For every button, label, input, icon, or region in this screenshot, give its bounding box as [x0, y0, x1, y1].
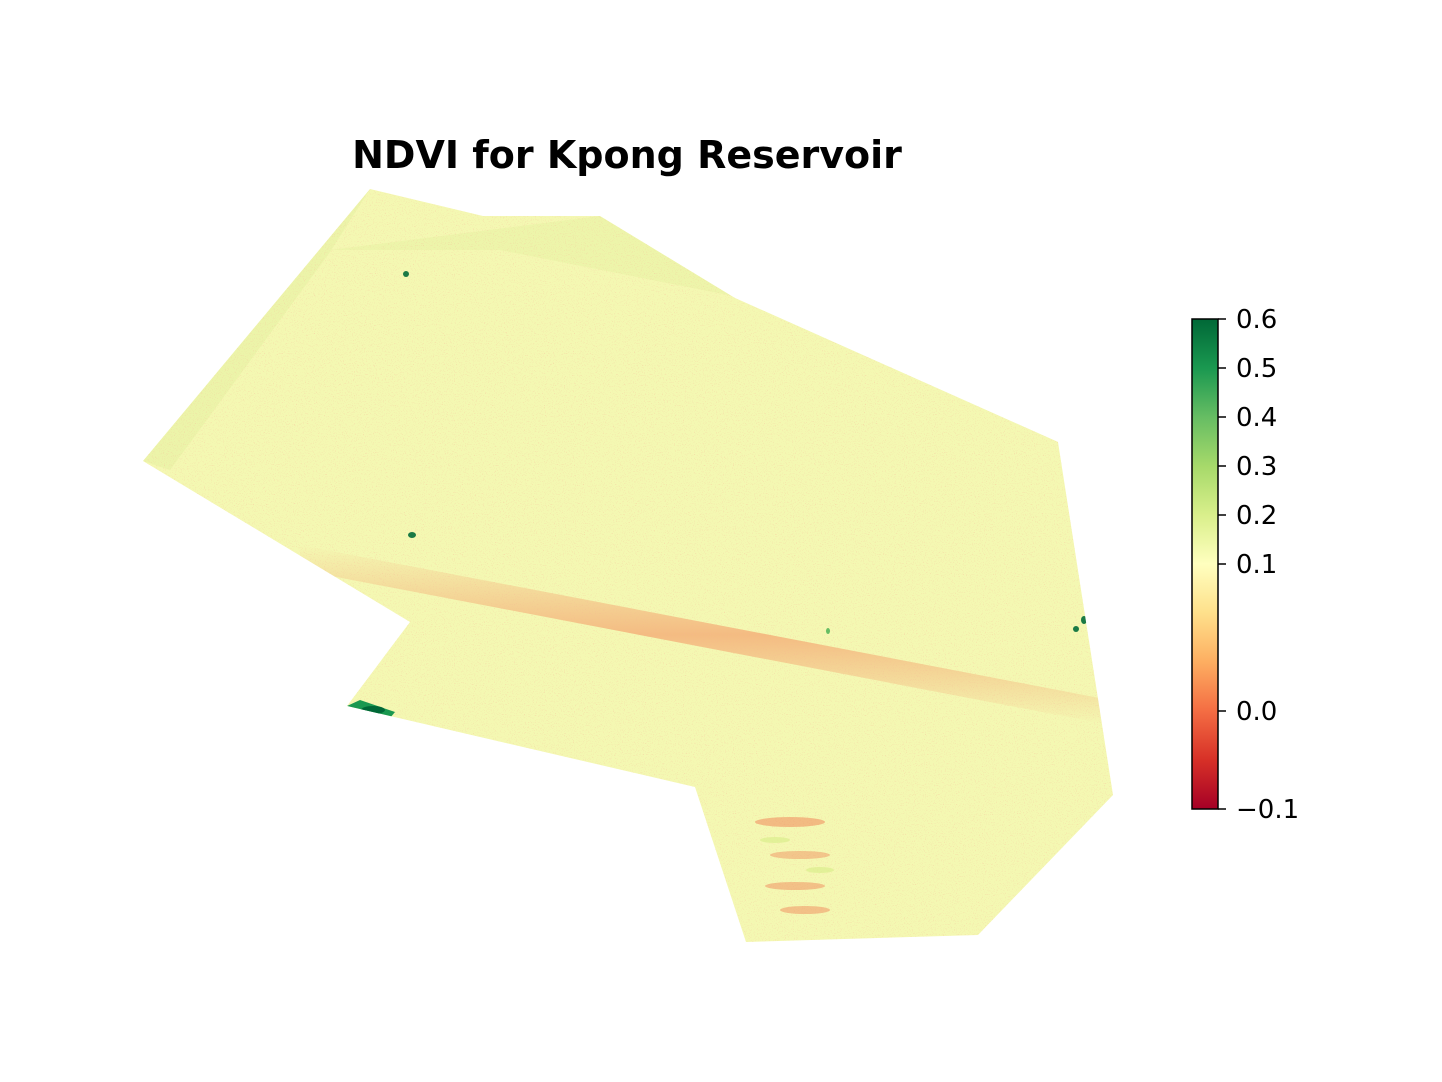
- colorbar-tick-label: 0.0: [1236, 697, 1277, 727]
- raster-green-dot-3: [1073, 626, 1079, 632]
- raster-green-dot-1: [403, 271, 409, 277]
- colorbar-tick-label: 0.3: [1236, 452, 1277, 482]
- colorbar-tick-label: 0.5: [1236, 354, 1277, 384]
- raster-green-dot-5: [826, 628, 830, 634]
- chart-title: NDVI for Kpong Reservoir: [352, 133, 902, 177]
- colorbar-tick-label: −0.1: [1236, 795, 1299, 825]
- raster-green-dot-2: [408, 532, 416, 538]
- colorbar-tick-label: 0.4: [1236, 403, 1277, 433]
- colorbar-gradient: [1191, 318, 1219, 810]
- colorbar-tick-label: 0.6: [1236, 305, 1277, 335]
- colorbar-tick-label: 0.2: [1236, 501, 1277, 531]
- raster-mottled-area: [755, 817, 834, 914]
- colorbar-tick-label: 0.1: [1236, 550, 1277, 580]
